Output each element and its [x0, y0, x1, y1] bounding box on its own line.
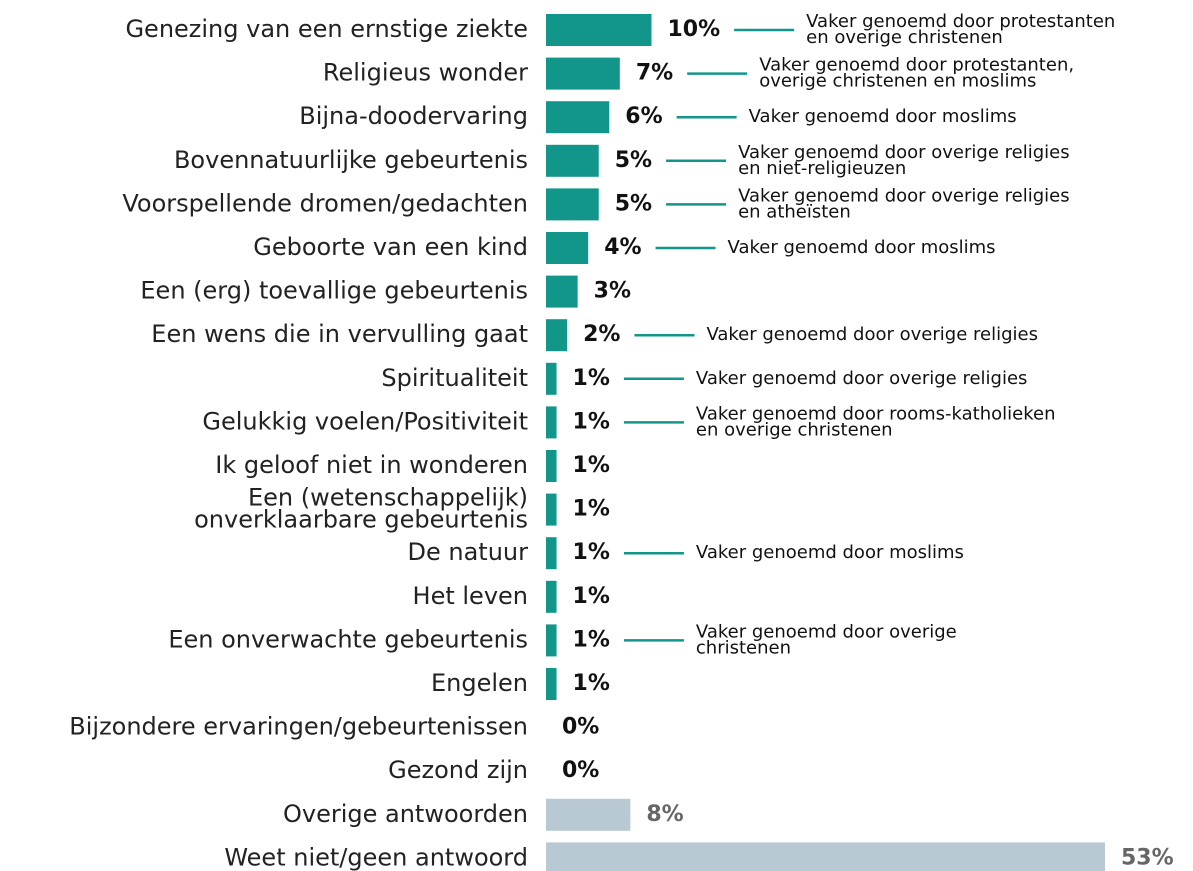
note-line: Vaker genoemd door overige — [696, 621, 957, 642]
note-line: en overige christenen — [696, 419, 893, 440]
bar — [546, 406, 557, 439]
note-line: Vaker genoemd door overige religies — [738, 185, 1070, 206]
bar — [546, 624, 557, 657]
value-label: 1% — [573, 671, 610, 696]
category-label: De natuur — [408, 538, 529, 566]
bar — [546, 493, 557, 526]
category-label: Bovennatuurlijke gebeurtenis — [174, 146, 528, 174]
bar — [546, 668, 557, 700]
bar — [546, 232, 589, 264]
value-label: 1% — [573, 627, 610, 652]
bar — [546, 275, 578, 308]
value-label: 1% — [573, 540, 610, 565]
value-label: 4% — [604, 235, 641, 260]
note-line: Vaker genoemd door rooms-katholieken — [696, 403, 1056, 424]
bar — [546, 537, 557, 570]
category-label: Een onverwachte gebeurtenis — [168, 625, 528, 653]
note: Vaker genoemd door protestanten, overige … — [759, 55, 1074, 92]
value-label: 6% — [625, 104, 662, 129]
category-label: Ik geloof niet in wonderen — [215, 451, 528, 479]
category-label: Bijna-doodervaring — [299, 102, 528, 130]
category-label: Geboorte van een kind — [253, 233, 528, 261]
note-line: christenen — [696, 637, 791, 658]
note-line: en niet-religieuzen — [738, 158, 906, 179]
category-label: Engelen — [431, 669, 528, 697]
value-label: 1% — [573, 497, 610, 522]
note-line: en atheïsten — [738, 201, 851, 222]
value-label: 3% — [594, 279, 631, 304]
category-label: Overige antwoorden — [283, 800, 528, 828]
value-label: 8% — [646, 802, 683, 827]
category-label: Een (erg) toevallige gebeurtenis — [140, 277, 528, 305]
category-label: Een wens die in vervulling gaat — [151, 320, 528, 348]
category-line: Een (wetenschappelijk) — [248, 484, 528, 512]
note-line: Vaker genoemd door overige religies — [696, 368, 1027, 389]
category-label: Voorspellende dromen/gedachten — [122, 189, 528, 217]
bar — [546, 144, 599, 177]
value-label: 5% — [615, 191, 652, 216]
bar — [546, 101, 610, 134]
category-label: Weet niet/geen antwoord — [224, 843, 528, 871]
value-label: 1% — [573, 366, 610, 391]
value-label: 5% — [615, 148, 652, 173]
bar — [546, 450, 557, 482]
bar — [546, 319, 568, 352]
bar — [546, 188, 599, 221]
note-line: Vaker genoemd door moslims — [728, 237, 996, 258]
note-line: Vaker genoemd door protestanten — [806, 11, 1115, 32]
bar — [546, 842, 1105, 871]
note: Vaker genoemd door moslims — [696, 542, 964, 563]
note: Vaker genoemd door overige religies — [706, 324, 1038, 345]
value-label: 1% — [573, 409, 610, 434]
note-line: Vaker genoemd door overige religies — [738, 142, 1070, 163]
value-label: 1% — [573, 453, 610, 478]
bar — [546, 14, 652, 46]
value-label: 2% — [583, 322, 620, 347]
bar — [546, 57, 620, 90]
category-line: onverklaarbare gebeurtenis — [194, 506, 528, 534]
note: Vaker genoemd door overige religies en at… — [738, 185, 1070, 222]
category-label: Bijzondere ervaringen/gebeurtenissen — [69, 713, 528, 741]
note: Vaker genoemd door moslims — [728, 237, 996, 258]
note: Vaker genoemd door overige religies — [696, 368, 1027, 389]
note-line: Vaker genoemd door protestanten, — [759, 55, 1074, 76]
bar — [546, 362, 557, 395]
note-line: Vaker genoemd door moslims — [749, 106, 1017, 127]
category-label: Het leven — [413, 582, 528, 610]
note-line: overige christenen en moslims — [759, 71, 1036, 92]
note-line: Vaker genoemd door moslims — [696, 542, 964, 563]
note: Vaker genoemd door rooms-katholieken en o… — [696, 403, 1056, 440]
category-label: Een (wetenschappelijk) onverklaarbare geb… — [194, 484, 528, 534]
category-label: Spiritualiteit — [381, 364, 528, 392]
note: Vaker genoemd door overige christenen — [696, 621, 957, 658]
category-label: Religieus wonder — [323, 59, 528, 87]
value-label: 10% — [667, 17, 720, 42]
bar — [546, 580, 557, 613]
bar — [546, 798, 631, 831]
value-label: 53% — [1121, 845, 1174, 870]
category-label: Gezond zijn — [388, 756, 528, 784]
value-label: 7% — [636, 61, 673, 86]
note: Vaker genoemd door protestanten en overig… — [806, 11, 1115, 48]
note-line: en overige christenen — [806, 27, 1003, 48]
note: Vaker genoemd door overige religies en ni… — [738, 142, 1070, 179]
value-label: 0% — [562, 715, 599, 740]
category-label: Gelukkig voelen/Positiviteit — [202, 407, 528, 435]
category-label: Genezing van een ernstige ziekte — [125, 15, 528, 43]
value-label: 0% — [562, 758, 599, 783]
note: Vaker genoemd door moslims — [749, 106, 1017, 127]
value-label: 1% — [573, 584, 610, 609]
note-line: Vaker genoemd door overige religies — [706, 324, 1038, 345]
